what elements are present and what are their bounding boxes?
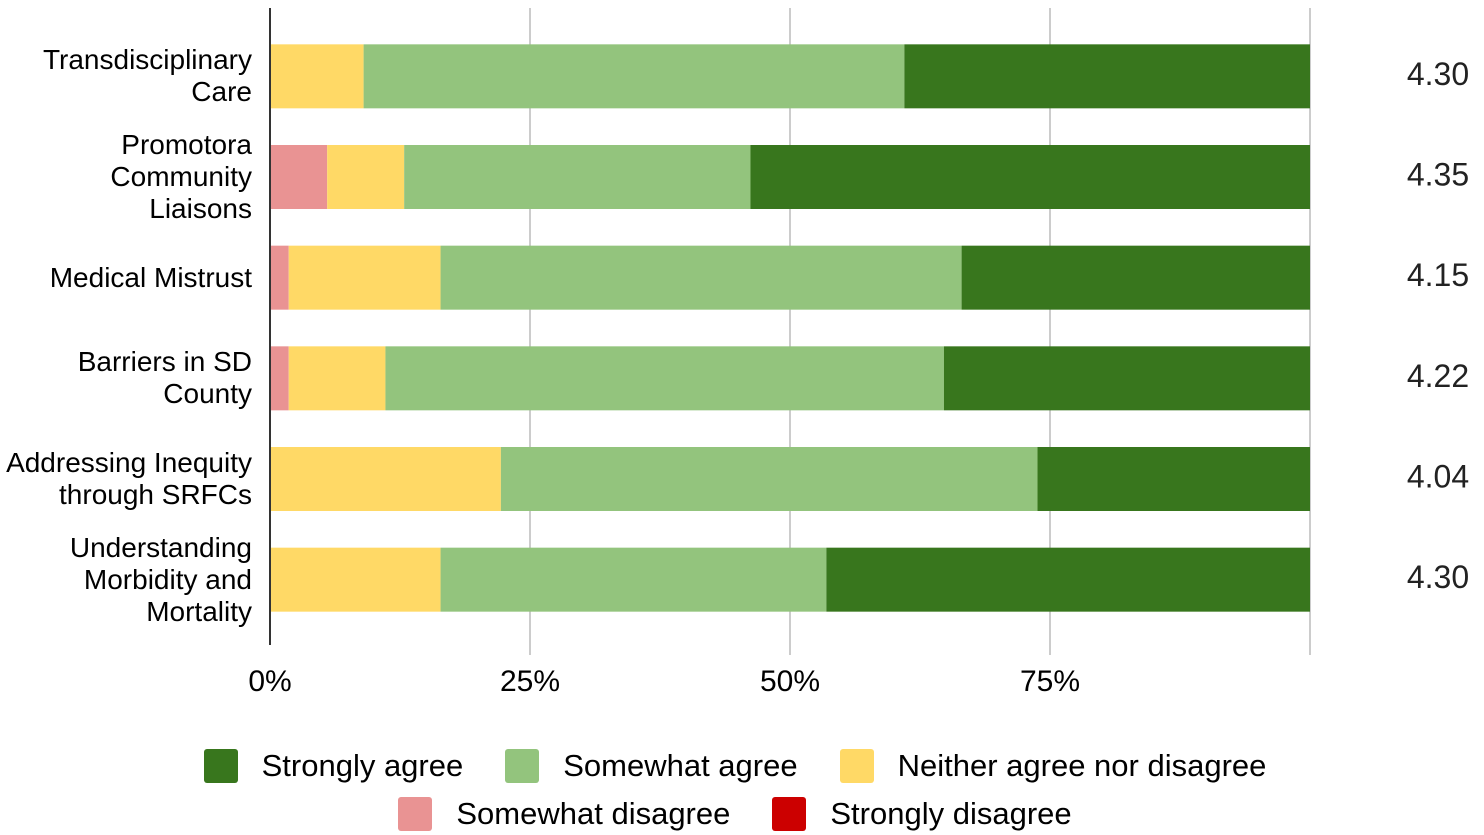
bar-segment bbox=[385, 346, 944, 411]
mean-label: 4.22 bbox=[1407, 358, 1469, 394]
legend-item: Somewhat disagree bbox=[398, 796, 730, 832]
category-text: Promotora Community Liaisons bbox=[110, 129, 252, 224]
legend-item: Neither agree nor disagree bbox=[839, 748, 1267, 784]
bar-segment bbox=[943, 346, 1310, 411]
bar-segment bbox=[288, 346, 386, 411]
bar-segment bbox=[270, 346, 289, 411]
bar-segment bbox=[270, 44, 364, 109]
category-text: Addressing Inequity through SRFCs bbox=[6, 447, 252, 510]
legend-swatch bbox=[505, 749, 540, 783]
mean-label: 4.30 bbox=[1407, 559, 1469, 595]
bar-segment bbox=[826, 547, 1310, 612]
bar-segment bbox=[961, 245, 1310, 310]
category-label: Promotora Community Liaisons bbox=[0, 127, 252, 227]
bar-segment bbox=[440, 547, 827, 612]
bar-segment bbox=[750, 145, 1310, 209]
mean-label: 4.30 bbox=[1407, 56, 1469, 92]
bar-segment bbox=[288, 245, 441, 310]
category-label: Transdisciplinary Care bbox=[0, 26, 252, 126]
legend-item: Strongly disagree bbox=[772, 796, 1072, 832]
category-text: Understanding Morbidity and Mortality bbox=[69, 531, 252, 627]
bar-segment bbox=[363, 44, 905, 109]
x-tick-label: 50% bbox=[760, 665, 820, 698]
bar-segment bbox=[404, 145, 751, 209]
legend-label: Somewhat agree bbox=[563, 748, 798, 783]
mean-label: 4.15 bbox=[1407, 257, 1469, 293]
legend: Strongly agree Somewhat agree Neither agre… bbox=[120, 748, 1350, 832]
bar-segment bbox=[440, 245, 962, 310]
legend-swatch bbox=[203, 749, 238, 783]
category-label: Addressing Inequity through SRFCs bbox=[0, 429, 252, 529]
bar-segment bbox=[270, 547, 441, 612]
legend-label: Somewhat disagree bbox=[456, 796, 731, 831]
category-label: Medical Mistrust bbox=[0, 228, 252, 328]
legend-swatch bbox=[398, 797, 433, 831]
x-tick-label: 75% bbox=[1020, 665, 1080, 698]
bar-segment bbox=[270, 245, 289, 310]
legend-label: Neither agree nor disagree bbox=[897, 748, 1267, 783]
category-text: Medical Mistrust bbox=[49, 261, 252, 293]
category-label: Understanding Morbidity and Mortality bbox=[0, 530, 252, 630]
legend-label: Strongly agree bbox=[261, 748, 464, 783]
x-tick-label: 0% bbox=[248, 665, 291, 698]
legend-swatch bbox=[772, 797, 807, 831]
bar-segment bbox=[270, 447, 501, 511]
category-label: Barriers in SD County bbox=[0, 328, 252, 428]
category-text: Barriers in SD County bbox=[77, 346, 252, 410]
bar-segment bbox=[270, 145, 328, 209]
mean-label: 4.35 bbox=[1407, 156, 1469, 192]
legend-label: Strongly disagree bbox=[830, 796, 1072, 831]
legend-item: Somewhat agree bbox=[505, 748, 798, 784]
category-text: Transdisciplinary Care bbox=[42, 44, 252, 108]
bar-segment bbox=[500, 447, 1038, 511]
legend-item: Strongly agree bbox=[203, 748, 464, 784]
x-tick-label: 25% bbox=[500, 665, 560, 698]
mean-label: 4.04 bbox=[1407, 458, 1469, 494]
bar-segment bbox=[327, 145, 405, 209]
legend-swatch bbox=[839, 749, 874, 783]
bar-segment bbox=[1037, 447, 1310, 511]
bar-segment bbox=[904, 44, 1310, 109]
